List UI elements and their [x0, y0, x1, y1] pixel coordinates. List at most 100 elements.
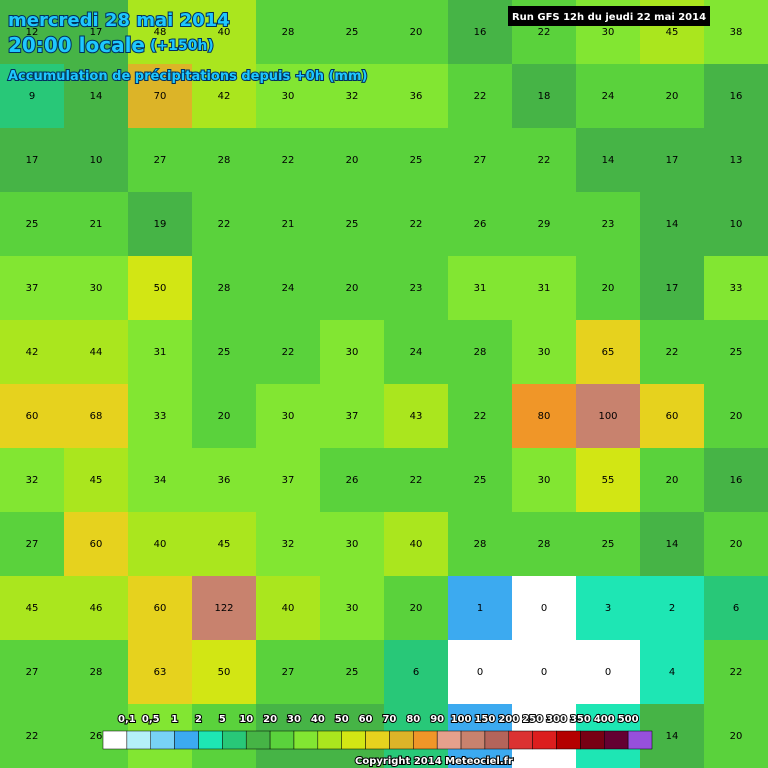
cell-value: 21 [90, 219, 103, 230]
grid-cell [128, 192, 193, 257]
cell-value: 22 [538, 27, 551, 38]
grid-cell [704, 0, 768, 65]
grid-cell [0, 64, 65, 129]
grid-cell [128, 576, 193, 641]
grid-cell [384, 256, 449, 321]
legend-swatch [365, 730, 390, 750]
cell-value: 30 [90, 283, 103, 294]
grid-cell [320, 384, 385, 449]
cell-value: 70 [154, 91, 167, 102]
cell-value: 40 [218, 27, 231, 38]
cell-value: 27 [154, 155, 167, 166]
cell-value: 26 [346, 475, 359, 486]
cell-value: 42 [218, 91, 231, 102]
grid-cell [320, 192, 385, 257]
grid-cell [64, 448, 129, 513]
grid-cell [640, 576, 705, 641]
grid-cell [64, 128, 129, 193]
lead-time: (+150h) [150, 38, 214, 54]
legend-swatch [245, 730, 271, 750]
legend-label: 90 [430, 714, 444, 725]
overlay: mercredi 28 mai 2014 20:00 locale (+150h… [7, 6, 710, 768]
cell-value: 6 [413, 667, 419, 678]
cell-value: 36 [218, 475, 231, 486]
grid-cell [448, 128, 513, 193]
legend-swatch [627, 730, 653, 750]
cell-value: 4 [669, 667, 675, 678]
cell-value: 9 [29, 91, 35, 102]
grid-cell [192, 256, 257, 321]
grid-cell [576, 320, 641, 385]
cell-value: 28 [538, 539, 551, 550]
cell-value: 50 [218, 667, 231, 678]
cell-value: 46 [90, 603, 103, 614]
cell-value: 28 [474, 347, 487, 358]
cell-value: 10 [90, 155, 103, 166]
cell-value: 25 [346, 667, 359, 678]
grid-cell [256, 448, 321, 513]
cell-value: 6 [733, 603, 739, 614]
cell-value: 22 [730, 667, 743, 678]
grid-cell [384, 128, 449, 193]
cell-value: 21 [282, 219, 295, 230]
grid-cell [448, 448, 513, 513]
grid-cell [704, 192, 768, 257]
grid-cell [448, 0, 513, 65]
grid-cell [320, 0, 385, 65]
cell-value: 60 [154, 603, 167, 614]
cell-value: 29 [538, 219, 551, 230]
cell-value: 20 [346, 155, 359, 166]
cell-value: 36 [410, 91, 423, 102]
grid-cell [64, 512, 129, 577]
time-title: 20:00 locale [8, 33, 145, 57]
cell-value: 14 [90, 91, 103, 102]
grid-cell [704, 704, 768, 768]
grid-cell [64, 64, 129, 129]
cell-value: 122 [214, 603, 233, 614]
grid-cell [256, 640, 321, 705]
cell-value: 40 [154, 539, 167, 550]
cell-value: 30 [346, 347, 359, 358]
cell-value: 14 [666, 539, 679, 550]
cell-value: 0 [541, 603, 547, 614]
grid-cell [576, 448, 641, 513]
cell-value: 20 [730, 731, 743, 742]
cell-value: 80 [538, 411, 551, 422]
grid-cell [128, 128, 193, 193]
legend-label: 60 [359, 714, 373, 725]
grid-cell [320, 640, 385, 705]
legend-swatch [389, 730, 414, 750]
legend-swatch [508, 730, 533, 750]
cell-value: 63 [154, 667, 167, 678]
date-title: mercredi 28 mai 2014 [8, 10, 230, 31]
cell-value: 20 [602, 283, 615, 294]
grid-cell [704, 320, 768, 385]
grid-cell [576, 192, 641, 257]
cell-value: 38 [730, 27, 743, 38]
cell-value: 16 [474, 27, 487, 38]
legend-swatch [102, 730, 128, 750]
cell-value: 37 [26, 283, 39, 294]
cell-value: 60 [666, 411, 679, 422]
grid-cell [512, 64, 577, 129]
cell-value: 65 [602, 347, 615, 358]
cell-value: 30 [346, 539, 359, 550]
grid-cell [128, 0, 193, 65]
cell-value: 22 [666, 347, 679, 358]
legend-swatch [269, 730, 295, 750]
cell-value: 20 [730, 411, 743, 422]
grid-cell [320, 128, 385, 193]
legend-swatch [460, 730, 486, 750]
grid-cell [192, 192, 257, 257]
grid-cell [320, 576, 385, 641]
grid-cell [0, 576, 65, 641]
grid-cell [0, 192, 65, 257]
cell-value: 27 [26, 667, 39, 678]
grid-cell [0, 704, 65, 768]
grid-cell [576, 64, 641, 129]
grid-cell [384, 640, 449, 705]
cell-value: 22 [282, 155, 295, 166]
cell-value: 23 [410, 283, 423, 294]
cell-value: 26 [90, 731, 103, 742]
